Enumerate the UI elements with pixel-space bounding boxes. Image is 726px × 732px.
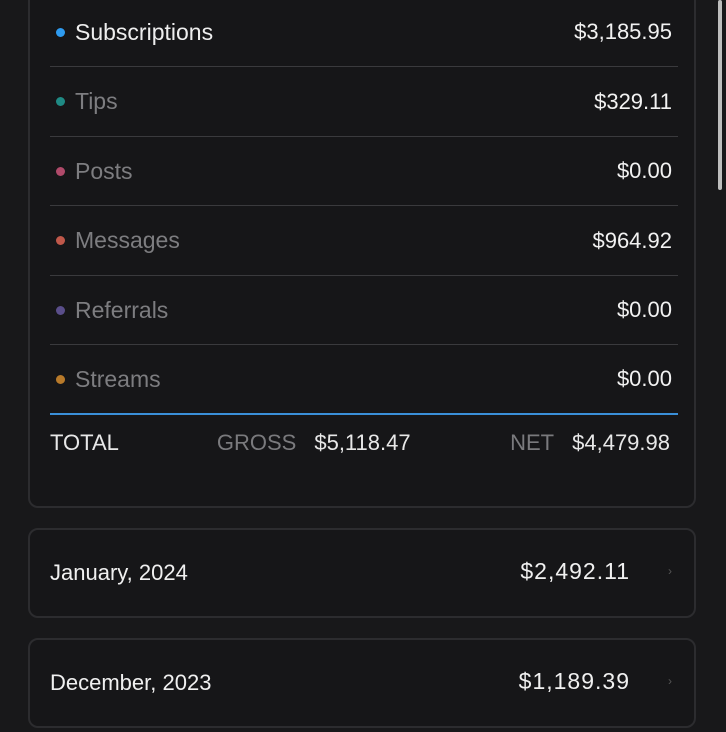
- category-amount: $964.92: [592, 227, 672, 253]
- chevron-icon: ›: [668, 674, 672, 688]
- month-amount: $1,189.39: [518, 668, 630, 694]
- month-name: December, 2023: [50, 670, 212, 695]
- category-label: Subscriptions: [75, 18, 214, 45]
- category-dot-icon: [56, 374, 65, 384]
- category-dot-icon: [56, 166, 65, 176]
- category-label: Referrals: [75, 296, 169, 323]
- category-row-subscriptions[interactable]: Subscriptions $3,185.95: [50, 0, 678, 67]
- category-amount: $0.00: [616, 158, 672, 183]
- month-december-2023[interactable]: December, 2023 $1,189.39 ›: [28, 638, 696, 728]
- category-amount: $0.00: [616, 366, 672, 391]
- net-label: NET: [510, 430, 555, 455]
- category-amount: $3,185.95: [574, 19, 672, 44]
- gross-amount: $5,118.47: [314, 430, 411, 455]
- month-amount: $2,492.11: [520, 558, 630, 584]
- month-name: January, 2024: [50, 560, 188, 585]
- category-row-referrals[interactable]: Referrals $0.00: [50, 276, 678, 345]
- category-dot-icon: [56, 305, 65, 315]
- net-amount: $4,479.98: [572, 430, 670, 455]
- category-dot-icon: [56, 27, 65, 37]
- scrollbar[interactable]: [718, 0, 722, 190]
- category-label: Messages: [75, 227, 180, 253]
- category-row-streams[interactable]: Streams $0.00: [50, 346, 678, 415]
- category-label: Posts: [75, 157, 133, 184]
- total-row: TOTAL GROSS $5,118.47 NET $4,479.98: [50, 430, 678, 456]
- category-amount: $0.00: [616, 297, 672, 322]
- category-row-tips[interactable]: Tips $329.11: [50, 68, 678, 137]
- earnings-summary-card: Subscriptions $3,185.95 Tips $329.11 Pos…: [28, 0, 696, 508]
- category-amount: $329.11: [594, 88, 672, 114]
- month-january-2024[interactable]: January, 2024 $2,492.11 ›: [28, 528, 696, 618]
- total-label: TOTAL: [50, 430, 119, 455]
- chevron-icon: ›: [668, 564, 672, 578]
- category-row-messages[interactable]: Messages $964.92: [50, 207, 678, 276]
- category-label: Streams: [75, 365, 161, 392]
- category-dot-icon: [56, 97, 65, 106]
- category-dot-icon: [56, 236, 65, 245]
- category-row-posts[interactable]: Posts $0.00: [50, 137, 678, 206]
- category-label: Tips: [75, 88, 118, 114]
- gross-label: GROSS: [216, 430, 297, 455]
